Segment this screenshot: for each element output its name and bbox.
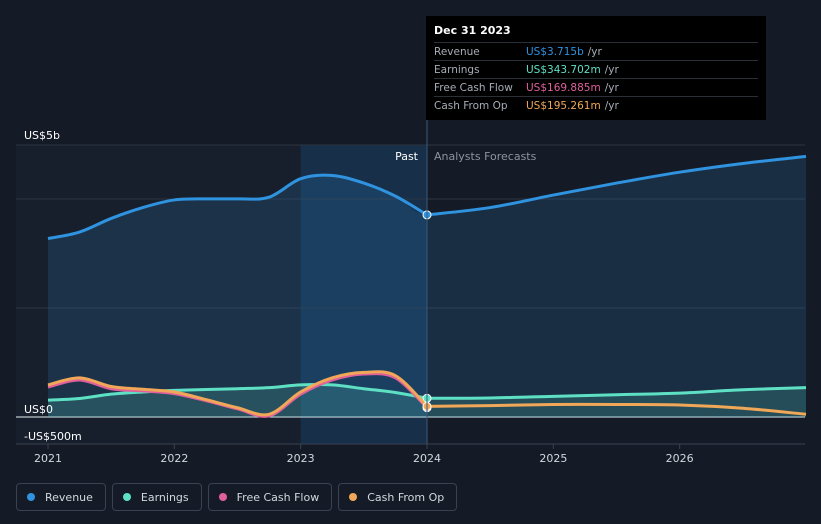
tooltip-unit: /yr: [604, 63, 619, 76]
series-line-revenue: [47, 173, 428, 241]
y-axis-label: US$0: [24, 403, 53, 416]
legend-label: Earnings: [140, 490, 189, 504]
tooltip-label: Free Cash Flow: [434, 81, 513, 94]
forecast-line-revenue: [426, 154, 807, 217]
tooltip-unit: /yr: [604, 81, 619, 94]
y-axis-label: US$5b: [24, 129, 60, 142]
revenue-dot-icon: [27, 493, 35, 501]
x-tick-label: 2022: [160, 452, 188, 465]
data-tooltip: Dec 31 2023 Revenue US$3.715b /yr Earnin…: [426, 16, 766, 120]
legend-label: Cash From Op: [367, 490, 445, 504]
forecast-line-earnings: [426, 386, 807, 400]
free-cash-flow-dot-icon: [218, 493, 227, 501]
x-tick-label: 2024: [413, 452, 441, 465]
tooltip-row-earnings: Earnings US$343.702m /yr: [434, 60, 758, 78]
tooltip-date: Dec 31 2023: [434, 24, 511, 37]
legend-item-revenue[interactable]: Revenue: [16, 483, 106, 511]
tooltip-label: Earnings: [434, 63, 480, 76]
x-tick-label: 2025: [539, 452, 567, 465]
tooltip-row-revenue: Revenue US$3.715b /yr: [434, 42, 758, 60]
chart-legend: Revenue Earnings Free Cash Flow Cash Fro…: [16, 483, 458, 511]
x-tick-label: 2021: [34, 452, 62, 465]
earnings-dot-icon: [122, 493, 131, 501]
series-line-cash-from-op: [47, 370, 429, 417]
tooltip-row-free-cash-flow: Free Cash Flow US$169.885m /yr: [434, 78, 758, 96]
x-tick-label: 2023: [287, 452, 315, 465]
forecast-line-cash-from-op: [426, 402, 807, 416]
legend-item-cash-from-op[interactable]: Cash From Op: [338, 483, 458, 511]
tooltip-unit: /yr: [587, 45, 602, 58]
y-axis-label: -US$500m: [24, 430, 82, 443]
tooltip-value: US$3.715b: [526, 45, 584, 58]
tooltip-value: US$343.702m: [526, 63, 601, 76]
tooltip-label: Revenue: [434, 45, 480, 58]
x-tick-label: 2026: [666, 452, 694, 465]
past-label: Past: [395, 150, 419, 163]
cash-from-op-dot-icon: [349, 493, 358, 501]
forecast-label: Analysts Forecasts: [434, 150, 537, 163]
legend-label: Revenue: [45, 490, 93, 504]
tooltip-value: US$169.885m: [526, 81, 601, 94]
legend-item-earnings[interactable]: Earnings: [111, 483, 202, 511]
tooltip-label: Cash From Op: [434, 99, 508, 112]
legend-label: Free Cash Flow: [236, 490, 320, 504]
tooltip-row-cash-from-op: Cash From Op US$195.261m /yr: [434, 96, 758, 114]
tooltip-unit: /yr: [604, 99, 619, 112]
series-line-earnings: [47, 382, 428, 402]
legend-item-free-cash-flow[interactable]: Free Cash Flow: [207, 483, 333, 511]
tooltip-value: US$195.261m: [526, 99, 601, 112]
